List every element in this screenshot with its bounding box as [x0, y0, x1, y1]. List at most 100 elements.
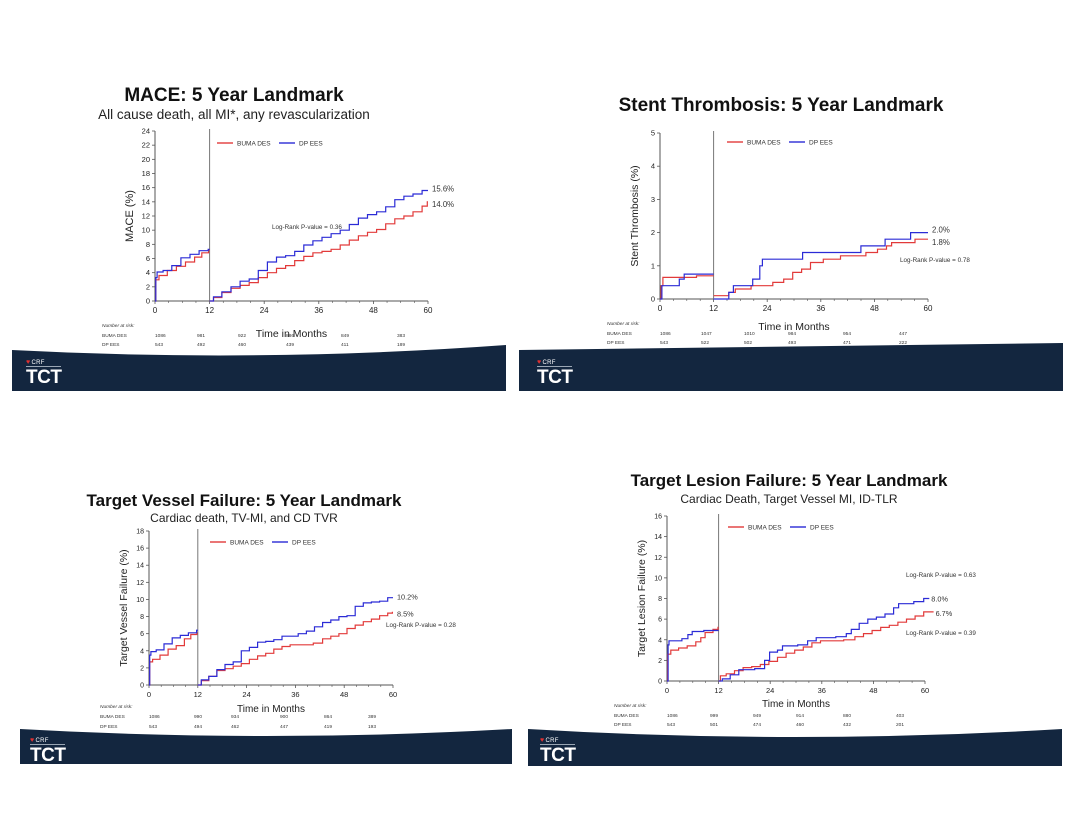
- risk-value: 543: [149, 724, 157, 730]
- risk-row-name: BUMA DES: [614, 713, 639, 719]
- chart-subtitle: Cardiac death, TV-MI, and CD TVR: [150, 511, 338, 525]
- km-curve-buma-des-segment2: [209, 201, 428, 302]
- risk-value: 914: [796, 713, 804, 719]
- risk-value: 543: [660, 340, 668, 346]
- heart-icon: ♥: [26, 359, 31, 366]
- y-tick-label: 2: [658, 658, 662, 665]
- p-value-label: Log-Rank P-value = 0.39: [906, 630, 976, 637]
- x-tick-label: 0: [658, 304, 663, 313]
- risk-value: 471: [843, 340, 851, 346]
- risk-row-name: BUMA DES: [607, 331, 632, 337]
- risk-table-label: Number at risk:: [614, 703, 647, 709]
- x-axis-label: Time in Months: [256, 328, 327, 340]
- km-curve-buma-des-segment2: [718, 611, 934, 682]
- km-curve-dp-ees-segment2: [718, 597, 930, 682]
- risk-value: 411: [341, 342, 349, 348]
- risk-value: 886: [286, 333, 294, 339]
- x-tick-label: 12: [709, 304, 718, 313]
- risk-value: 1086: [149, 714, 160, 720]
- chart-title: Stent Thrombosis: 5 Year Landmark: [618, 95, 944, 116]
- risk-value: 460: [796, 722, 804, 728]
- end-value-label: 8.0%: [931, 595, 948, 604]
- risk-value: 934: [231, 714, 239, 720]
- end-value-label: 2.0%: [932, 226, 950, 235]
- y-tick-label: 14: [142, 197, 150, 206]
- x-tick-label: 60: [924, 304, 933, 313]
- y-tick-label: 4: [140, 648, 144, 655]
- km-curve-dp-ees-segment2: [209, 189, 428, 302]
- x-tick-label: 36: [291, 690, 299, 699]
- x-tick-label: 60: [424, 306, 433, 315]
- x-tick-label: 0: [665, 686, 669, 695]
- p-value-label: Log-Rank P-value = 0.63: [906, 572, 976, 579]
- risk-value: 502: [744, 340, 752, 346]
- crf-logo: ♥ CRF: [540, 737, 559, 744]
- risk-value: 222: [899, 340, 907, 346]
- risk-value: 999: [710, 713, 718, 719]
- p-value-label: Log-Rank P-value = 0.28: [386, 622, 456, 629]
- end-value-label: 10.2%: [397, 593, 418, 602]
- tct-logo: ♥ CRF TCT: [537, 359, 573, 388]
- x-tick-label: 48: [369, 306, 378, 315]
- crf-logo: ♥ CRF: [26, 359, 45, 366]
- risk-value: 201: [896, 722, 904, 728]
- y-axis-label: Target Lesion Failure (%): [636, 540, 648, 657]
- y-tick-label: 22: [142, 141, 150, 150]
- chart-title: Target Vessel Failure: 5 Year Landmark: [86, 491, 402, 510]
- risk-value: 447: [280, 724, 288, 730]
- risk-value: 383: [397, 333, 405, 339]
- risk-value: 954: [843, 331, 851, 337]
- y-tick-label: 0: [658, 679, 662, 686]
- chart-subtitle: All cause death, all MI*, any revascular…: [98, 107, 370, 122]
- risk-value: 900: [280, 714, 288, 720]
- risk-value: 984: [788, 331, 796, 337]
- risk-row-name: DP EES: [614, 722, 632, 728]
- chart-title: Target Lesion Failure: 5 Year Landmark: [630, 471, 948, 490]
- risk-value: 447: [899, 331, 907, 337]
- km-curve-buma-des-segment1: [660, 275, 714, 300]
- y-tick-label: 14: [136, 563, 144, 570]
- banner-shape: [528, 729, 1062, 766]
- banner-shape: [20, 729, 512, 764]
- x-tick-label: 12: [714, 686, 722, 695]
- risk-value: 849: [341, 333, 349, 339]
- tct-logo: ♥ CRF TCT: [540, 737, 576, 765]
- legend-label: DP EES: [299, 141, 323, 148]
- x-tick-label: 0: [153, 306, 158, 315]
- y-tick-label: 2: [651, 228, 655, 237]
- p-value-label: Log-Rank P-value = 0.36: [272, 224, 342, 231]
- x-tick-label: 36: [818, 686, 826, 695]
- risk-value: 403: [896, 713, 904, 719]
- y-tick-label: 0: [146, 297, 150, 306]
- risk-value: 189: [397, 342, 405, 348]
- risk-row-name: DP EES: [607, 340, 625, 346]
- x-tick-label: 24: [763, 304, 772, 313]
- legend-label: BUMA DES: [748, 525, 782, 532]
- x-tick-label: 24: [242, 690, 250, 699]
- risk-table-label: Number at risk:: [607, 321, 640, 327]
- chart-title: MACE: 5 Year Landmark: [124, 85, 344, 106]
- risk-value: 522: [701, 340, 709, 346]
- x-axis-label: Time in Months: [237, 704, 305, 715]
- y-tick-label: 18: [136, 529, 144, 536]
- tct-logo: ♥ CRF TCT: [26, 359, 62, 387]
- end-value-label: 8.5%: [397, 609, 414, 618]
- km-curve-buma-des-segment2: [713, 238, 928, 297]
- x-tick-label: 24: [260, 306, 269, 315]
- risk-value: 419: [324, 724, 332, 730]
- footer-banner: [20, 729, 512, 765]
- y-tick-label: 6: [146, 254, 150, 263]
- y-tick-label: 4: [146, 268, 150, 277]
- y-tick-label: 12: [142, 212, 150, 221]
- risk-value: 389: [368, 714, 376, 720]
- y-tick-label: 10: [142, 226, 150, 235]
- tct-wordmark: TCT: [537, 366, 573, 388]
- risk-value: 492: [197, 342, 205, 348]
- y-tick-label: 14: [654, 534, 662, 541]
- y-tick-label: 24: [142, 127, 150, 136]
- y-axis-label: MACE (%): [124, 190, 136, 242]
- x-tick-label: 48: [869, 686, 877, 695]
- km-curve-buma-des-segment2: [197, 611, 393, 686]
- km-curve-buma-des-segment1: [155, 249, 210, 302]
